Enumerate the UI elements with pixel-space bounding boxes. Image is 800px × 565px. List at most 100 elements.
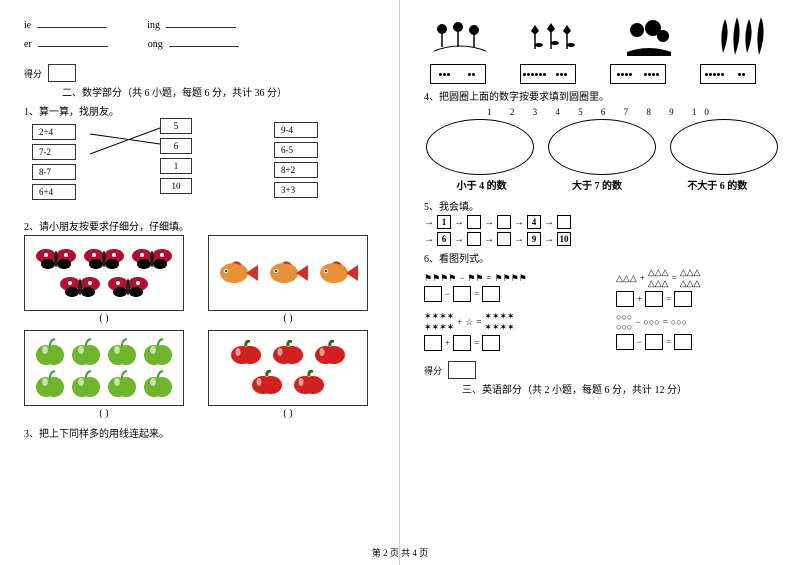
calc-cell: 8+2 [274,162,318,178]
blank[interactable] [37,18,107,28]
tri-icon: △△△△△△ [680,267,701,289]
flower-group-icon [428,18,492,58]
butterfly-icon [107,275,149,299]
fish-box [208,235,368,311]
calc-cell: 7-2 [32,144,76,160]
seq-row-2: →6 → → →9 →10 [424,232,780,246]
calc-cell: 6-5 [274,142,318,158]
star-icon: ✶✶✶✶✶✶✶✶ [484,311,514,333]
circle-icon: ○○○○○○ [616,312,632,332]
q2-title: 2、请小朋友按要求仔细分，仔细填。 [24,218,379,233]
calc-cell: 9-4 [274,122,318,138]
apple-icon [143,370,173,398]
q1-left-col: 2+4 7-2 8-7 6+4 [32,124,76,204]
leaves-icon [712,18,776,58]
section-3-title: 三、英语部分（共 2 小题，每题 6 分，共计 12 分） [424,381,780,396]
butterfly-icon [59,275,101,299]
q1-mid-col: 5 6 1 10 [160,118,192,198]
ovals-row [424,119,780,175]
score-box: 得分 [24,64,379,82]
fish-icon [316,258,360,288]
apple-box [24,330,184,406]
star-icon: ☆ [465,317,473,328]
butterfly-box [24,235,184,311]
caption[interactable]: ( ) [24,313,184,324]
pinyin-ing: ing [147,20,160,31]
q4-title: 4、把圆圈上面的数字按要求填到圆圈里。 [424,88,780,103]
ans-cell: 6 [160,138,192,154]
circle-icon: ○○○ [643,317,659,327]
score-label: 得分 [24,67,42,80]
apple-icon [35,338,65,366]
domino [430,64,486,84]
oval-label: 不大于 6 的数 [687,177,747,192]
caption[interactable]: ( ) [208,408,368,419]
blank[interactable] [169,37,239,47]
caption[interactable]: ( ) [24,408,184,419]
pepper-icon [291,370,327,396]
tri-icon: △△△ [616,273,637,284]
q1-right-col: 9-4 6-5 8+2 3+3 [274,122,318,202]
tri-icon: △△△△△△ [648,267,669,289]
calc-cell: 3+3 [274,182,318,198]
q6-flags: ⚑⚑⚑⚑ − ⚑⚑ = ⚑⚑⚑⚑ − = [424,273,588,302]
oval-le6[interactable] [670,119,778,175]
page-footer: 第 2 页 共 4 页 [0,546,800,559]
blank[interactable] [166,18,236,28]
domino [700,64,756,84]
oval-gt7[interactable] [548,119,656,175]
q6-title: 6、看图列式。 [424,250,780,265]
score-input-box[interactable] [48,64,76,82]
pepper-icon [312,340,348,366]
apple-icon [71,338,101,366]
q3-title: 3、把上下同样多的用线连起来。 [24,425,379,440]
seq-row-1: →1 → → →4 → [424,215,780,229]
butterfly-icon [83,247,125,271]
caption[interactable]: ( ) [208,313,368,324]
score-box-3: 得分 [424,361,780,379]
tulip-group-icon [523,18,587,58]
ans-cell: 5 [160,118,192,134]
apple-icon [71,370,101,398]
pepper-icon [249,370,285,396]
oval-label: 大于 7 的数 [572,177,622,192]
calc-cell: 6+4 [32,184,76,200]
calc-cell: 2+4 [32,124,76,140]
score-input-box[interactable] [448,361,476,379]
circle-icon: ○○○ [671,317,687,327]
oval-label: 小于 4 的数 [457,177,507,192]
top-picture-row [424,18,780,58]
pepper-icon [228,340,264,366]
apple-icon [107,370,137,398]
oval-lt4[interactable] [426,119,534,175]
rose-bush-icon [617,18,681,58]
q1-title: 1、算一算，找朋友。 [24,103,379,118]
star-icon: ✶✶✶✶✶✶✶✶ [424,311,454,333]
blank[interactable] [38,37,108,47]
q5-title: 5、我会填。 [424,198,780,213]
number-line: 1 2 3 4 5 6 7 8 9 10 [424,107,780,117]
flag-icon: ⚑⚑ [467,273,483,284]
flag-icon: ⚑⚑⚑⚑ [495,273,527,284]
pepper-icon [270,340,306,366]
q6-stars: ✶✶✶✶✶✶✶✶ + ☆ = ✶✶✶✶✶✶✶✶ + = [424,311,588,351]
fish-icon [216,258,260,288]
ans-cell: 10 [160,178,192,194]
pinyin-er: er [24,39,32,50]
calc-cell: 8-7 [32,164,76,180]
domino-row [424,64,780,84]
butterfly-icon [35,247,77,271]
butterfly-icon [131,247,173,271]
fish-icon [266,258,310,288]
pinyin-ong: ong [148,39,163,50]
q1-matching: 2+4 7-2 8-7 6+4 5 6 1 10 9-4 6-5 8+2 3+3 [24,120,379,212]
pinyin-ie: ie [24,20,31,31]
ans-cell: 1 [160,158,192,174]
domino [610,64,666,84]
apple-icon [143,338,173,366]
match-lines [24,120,379,212]
pepper-box [208,330,368,406]
apple-icon [107,338,137,366]
flag-icon: ⚑⚑⚑⚑ [424,273,456,284]
q6-circles: ○○○○○○ − ○○○ = ○○○ − = [616,312,780,350]
